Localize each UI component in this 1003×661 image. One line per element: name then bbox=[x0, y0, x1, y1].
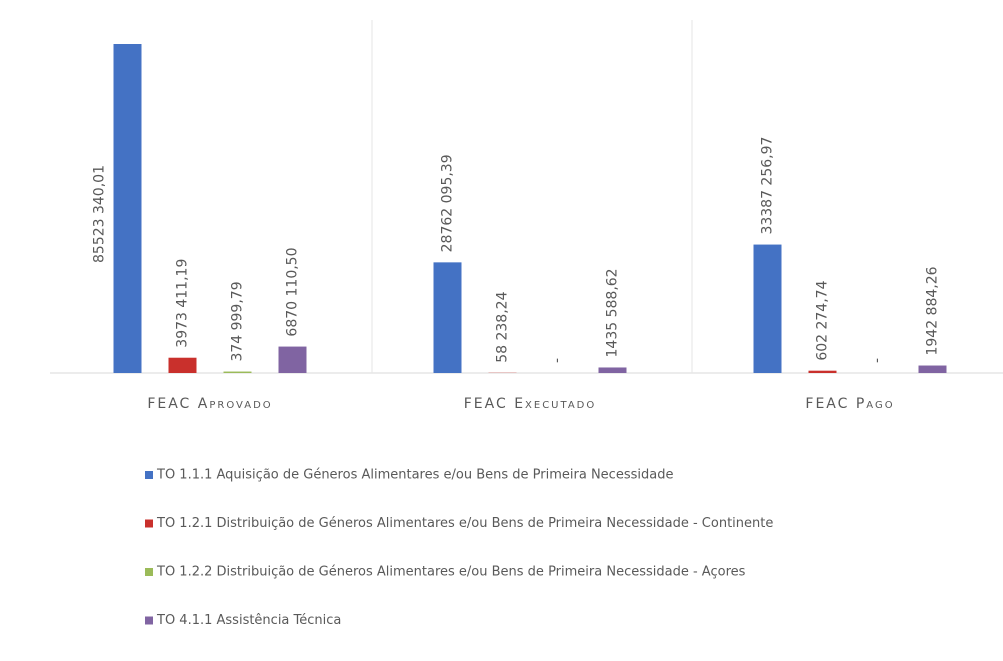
value-label: 374 999,79 bbox=[230, 281, 246, 361]
legend-label: TO 1.2.2 Distribuição de Géneros Aliment… bbox=[156, 565, 746, 580]
bar bbox=[918, 365, 947, 373]
x-tick-label: FEAC Aprovado bbox=[147, 396, 272, 412]
bar bbox=[113, 44, 142, 373]
value-label: 3973 411,19 bbox=[175, 259, 191, 348]
value-label: 33387 256,97 bbox=[760, 137, 776, 235]
legend-label: TO 4.1.1 Assistência Técnica bbox=[156, 613, 341, 628]
value-label: 1435 588,62 bbox=[605, 268, 621, 357]
value-label: 1942 884,26 bbox=[925, 266, 941, 355]
legend-swatch bbox=[145, 471, 153, 479]
legend-swatch bbox=[145, 568, 153, 576]
legend-swatch bbox=[145, 616, 153, 625]
legend-label: TO 1.2.1 Distribuição de Géneros Aliment… bbox=[156, 516, 773, 531]
x-tick-label: FEAC Pago bbox=[805, 396, 894, 412]
bar bbox=[223, 371, 252, 373]
bar bbox=[753, 244, 782, 373]
value-label: - bbox=[870, 358, 886, 363]
value-label: 602 274,74 bbox=[815, 280, 831, 360]
bar bbox=[598, 367, 627, 373]
bar bbox=[433, 262, 462, 373]
legend-label: TO 1.1.1 Aquisição de Géneros Alimentare… bbox=[156, 468, 673, 483]
legend-swatch bbox=[145, 519, 153, 528]
bar bbox=[278, 346, 307, 373]
value-label: 6870 110,50 bbox=[285, 247, 301, 336]
value-label: 58 238,24 bbox=[495, 291, 511, 362]
value-label: 28762 095,39 bbox=[440, 154, 456, 252]
bar bbox=[168, 357, 197, 373]
value-label: - bbox=[550, 358, 566, 363]
x-tick-label: FEAC Executado bbox=[464, 396, 597, 412]
value-label: 85523 340,01 bbox=[92, 165, 108, 263]
bar bbox=[808, 370, 837, 373]
